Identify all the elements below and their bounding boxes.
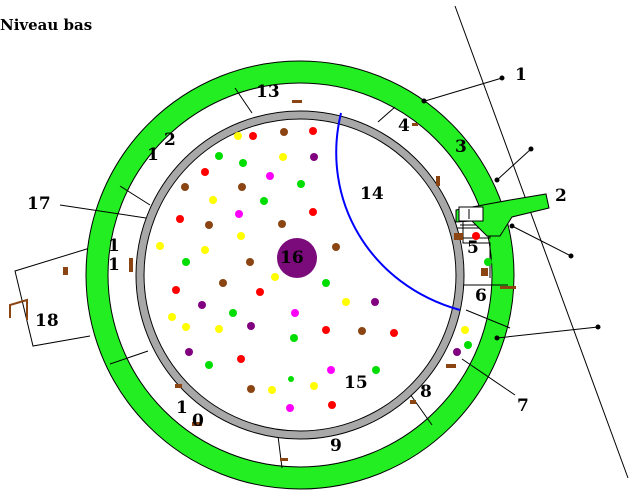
label-5: 5	[467, 238, 479, 258]
label-7: 7	[517, 396, 529, 416]
room-14-arc	[335, 112, 461, 311]
dots	[156, 127, 492, 412]
room-2-arm	[455, 193, 550, 237]
label-16: 16	[280, 248, 304, 268]
label-10-top: 1	[176, 398, 188, 418]
label-14: 14	[360, 184, 384, 204]
label-15: 15	[344, 373, 368, 393]
label-3: 3	[455, 137, 467, 157]
outer-ring-inner-edge	[107, 82, 493, 468]
label-18: 18	[35, 311, 59, 331]
outer-ring-outer-edge	[85, 60, 515, 490]
label-1-b: 1	[108, 236, 120, 256]
label-2-arm: 2	[555, 186, 567, 206]
label-9: 9	[330, 436, 342, 456]
center-room-16	[277, 238, 317, 278]
label-17: 17	[27, 194, 51, 214]
label-8: 8	[420, 382, 432, 402]
leader-lines	[59, 75, 601, 396]
corridor-partitions	[109, 87, 511, 469]
inner-ring-outer-edge	[135, 110, 465, 440]
boundary-line	[454, 5, 629, 479]
doors	[129, 100, 516, 461]
label-1-a: 1	[147, 145, 159, 165]
label-1-outer: 1	[515, 65, 527, 85]
outer-ring	[86, 61, 514, 489]
label-13: 13	[256, 82, 280, 102]
label-4: 4	[398, 116, 410, 136]
label-10-bottom: 0	[192, 411, 204, 431]
inner-ring-inner-edge	[143, 118, 457, 432]
label-6: 6	[475, 286, 487, 306]
label-2-left: 2	[164, 130, 176, 150]
diagram-title: Niveau bas	[0, 16, 92, 34]
label-1-c: 1	[108, 255, 120, 275]
room-18-annex	[9, 247, 91, 347]
